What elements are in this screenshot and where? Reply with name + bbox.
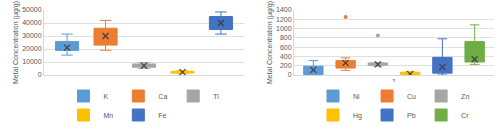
svg-text:200: 200: [280, 62, 292, 69]
svg-text:400: 400: [280, 53, 292, 60]
svg-text:1000: 1000: [276, 25, 292, 32]
svg-text:0: 0: [288, 71, 292, 78]
svg-text:Pb: Pb: [407, 112, 416, 119]
svg-text:Zn: Zn: [461, 93, 469, 100]
svg-text:10000: 10000: [22, 58, 42, 65]
svg-text:Metal Concentration (µg/g): Metal Concentration (µg/g): [12, 1, 20, 84]
svg-text:Metal Concentration (µg/g): Metal Concentration (µg/g): [266, 1, 274, 84]
svg-text:Cu: Cu: [407, 93, 416, 100]
svg-text:Cr: Cr: [461, 112, 469, 119]
svg-text:Ti: Ti: [213, 93, 219, 100]
svg-text:1400: 1400: [276, 6, 292, 13]
svg-text:K: K: [104, 93, 109, 100]
svg-text:Hg: Hg: [353, 112, 362, 120]
svg-text:Ca: Ca: [158, 93, 167, 100]
svg-text:Mn: Mn: [104, 112, 114, 119]
svg-text:Fe: Fe: [158, 112, 166, 119]
svg-text:20000: 20000: [22, 45, 42, 52]
svg-text:40000: 40000: [22, 19, 42, 26]
svg-text:30000: 30000: [22, 32, 42, 39]
svg-text:50000: 50000: [22, 6, 42, 13]
svg-text:800: 800: [280, 34, 292, 41]
svg-text:1200: 1200: [276, 16, 292, 23]
svg-text:600: 600: [280, 44, 292, 51]
svg-text:0: 0: [38, 71, 42, 78]
svg-text:Ni: Ni: [353, 93, 360, 100]
